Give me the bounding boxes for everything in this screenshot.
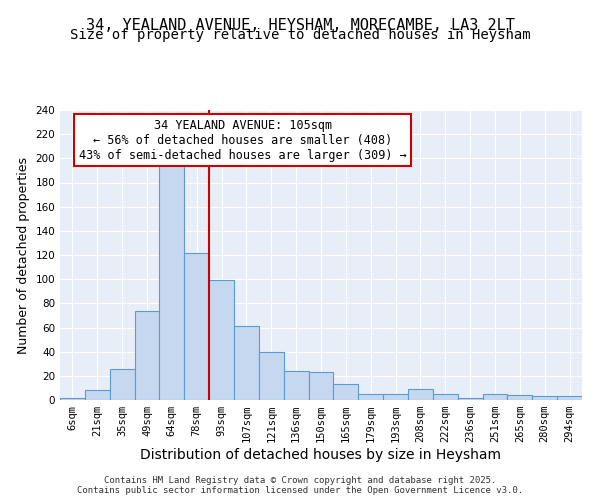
Bar [160,162,184,400]
Bar [110,368,134,400]
Bar [259,352,284,400]
Bar [408,389,433,400]
Bar [508,395,532,400]
Text: 34, YEALAND AVENUE, HEYSHAM, MORECAMBE, LA3 2LT: 34, YEALAND AVENUE, HEYSHAM, MORECAMBE, … [86,18,514,32]
Bar [184,252,209,400]
Text: Size of property relative to detached houses in Heysham: Size of property relative to detached ho… [70,28,530,42]
Bar [234,326,259,400]
Bar [334,384,358,400]
Bar [134,310,160,400]
Text: Contains HM Land Registry data © Crown copyright and database right 2025.
Contai: Contains HM Land Registry data © Crown c… [77,476,523,495]
Bar [383,394,408,400]
Text: 34 YEALAND AVENUE: 105sqm
← 56% of detached houses are smaller (408)
43% of semi: 34 YEALAND AVENUE: 105sqm ← 56% of detac… [79,118,407,162]
Y-axis label: Number of detached properties: Number of detached properties [17,156,30,354]
Bar [60,398,85,400]
Bar [308,372,334,400]
Bar [284,371,308,400]
Bar [557,396,582,400]
Bar [85,390,110,400]
Bar [482,394,508,400]
Bar [358,394,383,400]
X-axis label: Distribution of detached houses by size in Heysham: Distribution of detached houses by size … [140,448,502,462]
Bar [433,394,458,400]
Bar [209,280,234,400]
Bar [458,398,482,400]
Bar [532,396,557,400]
